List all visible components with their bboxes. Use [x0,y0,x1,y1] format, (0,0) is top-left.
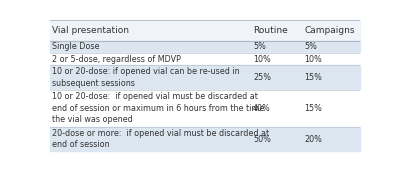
Text: 15%: 15% [304,104,322,113]
Text: 20-dose or more:  if opened vial must be discarded at
end of session: 20-dose or more: if opened vial must be … [52,129,270,149]
Text: 5%: 5% [253,42,266,51]
Text: 15%: 15% [304,73,322,82]
Bar [50,65,360,90]
Bar [50,20,360,41]
Text: 20%: 20% [304,134,322,143]
Text: Single Dose: Single Dose [52,42,100,51]
Bar [50,127,360,151]
Text: 40%: 40% [253,104,271,113]
Bar [50,53,360,65]
Text: 10 or 20-dose: if opened vial can be re-used in
subsequent sessions: 10 or 20-dose: if opened vial can be re-… [52,67,240,88]
Text: 5%: 5% [304,42,317,51]
Text: Campaigns: Campaigns [304,26,355,35]
Text: 10%: 10% [304,55,322,64]
Text: 50%: 50% [253,134,271,143]
Text: 25%: 25% [253,73,271,82]
Bar [50,41,360,53]
Bar [50,90,360,127]
Text: 10 or 20-dose:  if opened vial must be discarded at
end of session or maximum in: 10 or 20-dose: if opened vial must be di… [52,92,265,124]
Text: 10%: 10% [253,55,271,64]
Text: Routine: Routine [253,26,288,35]
Text: 2 or 5-dose, regardless of MDVP: 2 or 5-dose, regardless of MDVP [52,55,181,64]
Text: Vial presentation: Vial presentation [52,26,130,35]
